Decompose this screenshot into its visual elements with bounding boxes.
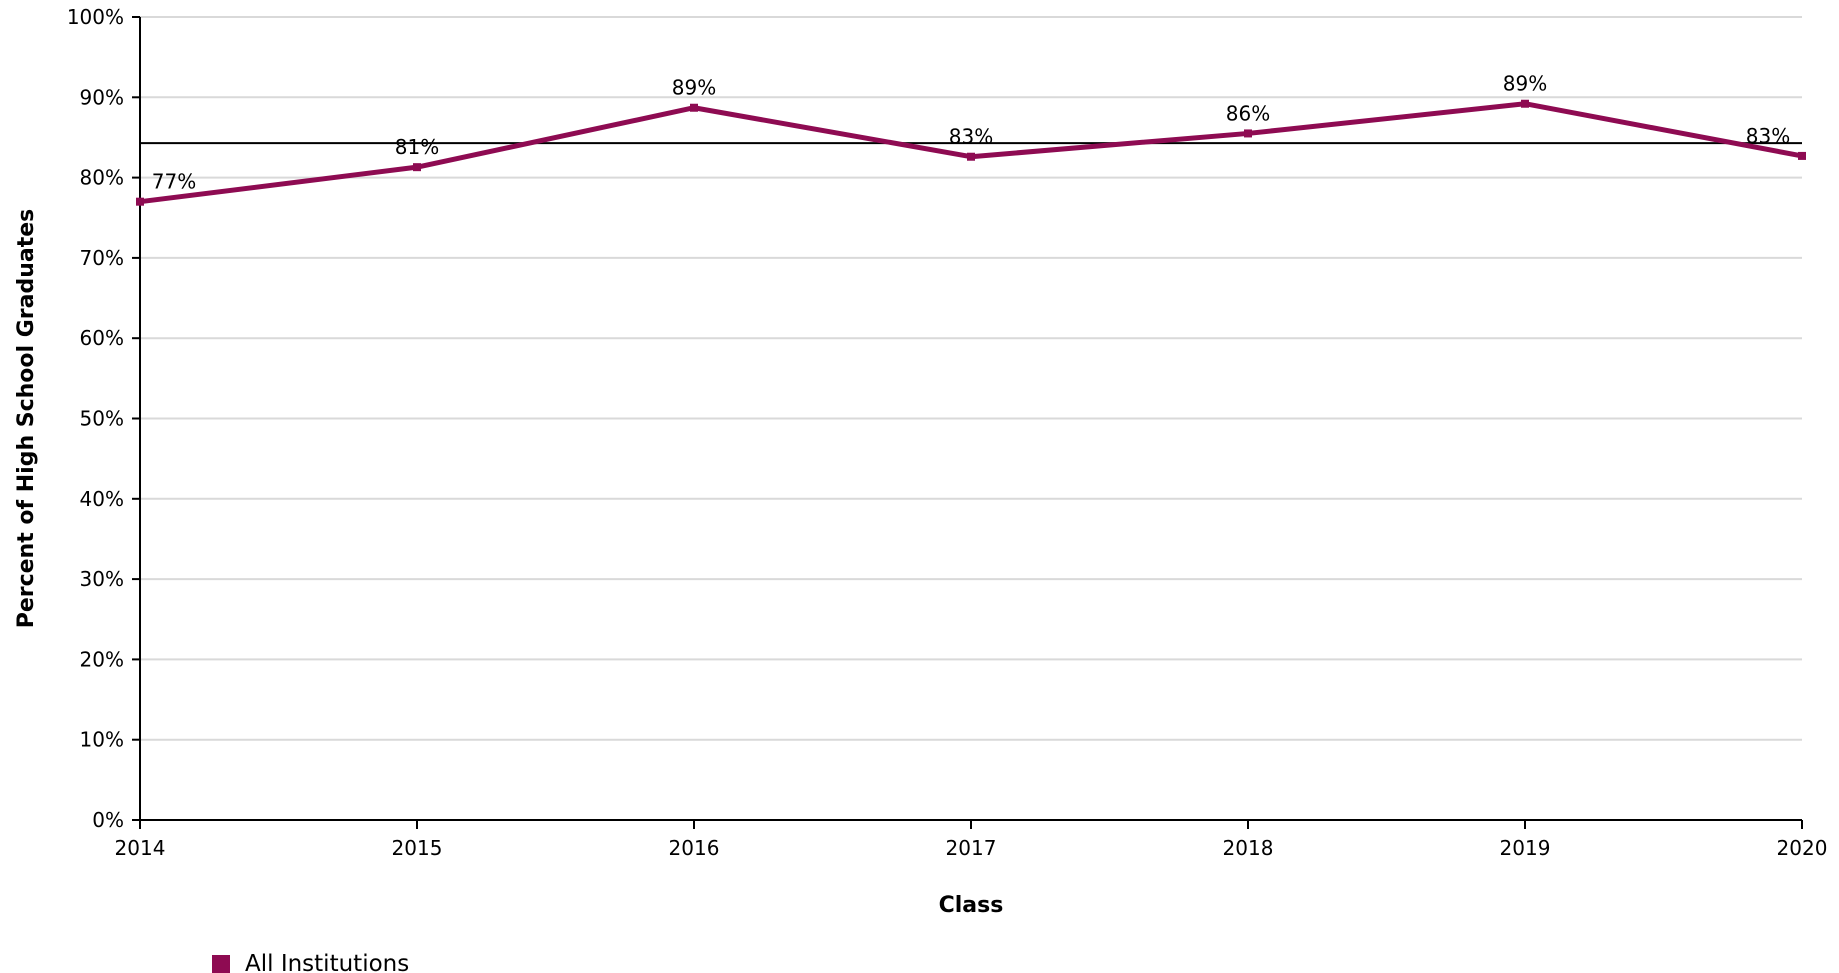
y-tick-label: 40% (80, 487, 124, 511)
y-tick-label: 20% (80, 647, 124, 671)
y-axis-ticks: 0% 10% 20% 30% 40% 50% 60% 70% 80% 90% 100% (67, 5, 140, 832)
y-tick-label: 10% (80, 728, 124, 752)
data-label: 81% (395, 135, 439, 159)
data-point (1521, 99, 1529, 108)
x-tick-label: 2017 (946, 836, 997, 860)
x-tick-label: 2020 (1777, 836, 1828, 860)
y-tick-label: 50% (80, 407, 124, 431)
data-label: 83% (1746, 124, 1790, 148)
y-tick-label: 100% (67, 5, 124, 29)
data-label: 83% (949, 125, 993, 149)
legend: All Institutions (212, 951, 409, 973)
series-layer (136, 99, 1806, 206)
data-point (1798, 151, 1806, 160)
x-tick-label: 2016 (669, 836, 720, 860)
y-tick-label: 80% (80, 166, 124, 190)
series-line (139, 101, 1803, 205)
data-point (136, 197, 144, 206)
y-tick-label: 0% (92, 808, 124, 832)
data-labels: 77% 81% 89% 83% 86% 89% 83% (152, 72, 1790, 194)
legend-swatch (212, 955, 230, 973)
y-tick-label: 90% (80, 85, 124, 109)
x-axis-ticks: 2014 2015 2016 2017 2018 2019 2020 (115, 820, 1828, 860)
y-tick-label: 60% (80, 326, 124, 350)
x-axis-title: Class (939, 893, 1004, 918)
data-point (1244, 129, 1252, 138)
y-axis-title: Percent of High School Graduates (14, 209, 39, 629)
data-label: 89% (1503, 72, 1547, 96)
x-tick-label: 2018 (1223, 836, 1274, 860)
y-tick-label: 70% (80, 246, 124, 270)
x-tick-label: 2014 (115, 836, 166, 860)
data-label: 86% (1226, 101, 1270, 125)
data-label: 89% (672, 76, 716, 100)
data-point (413, 163, 421, 172)
data-point (967, 152, 975, 161)
y-tick-label: 30% (80, 567, 124, 591)
x-tick-label: 2015 (392, 836, 443, 860)
x-tick-label: 2019 (1500, 836, 1551, 860)
gridlines (140, 16, 1802, 741)
data-point (690, 103, 698, 112)
data-label: 77% (152, 170, 196, 194)
legend-label: All Institutions (245, 951, 409, 973)
